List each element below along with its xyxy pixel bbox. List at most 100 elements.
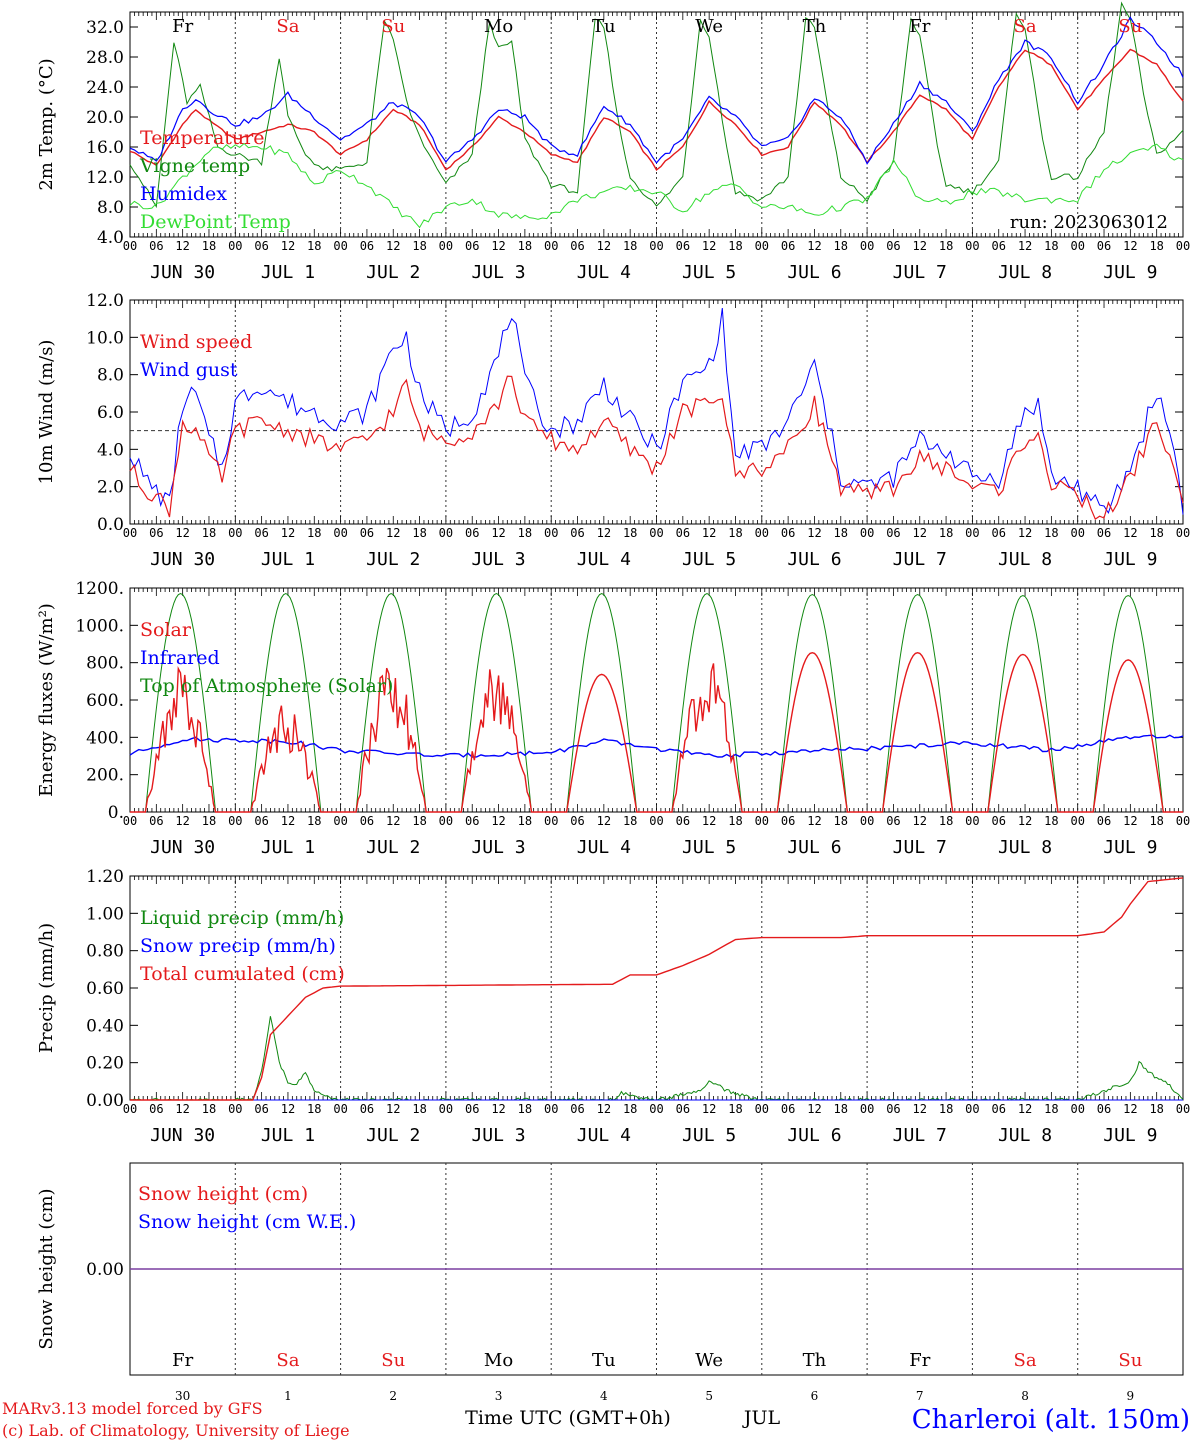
x-tick-label: 12 — [597, 239, 611, 253]
x-tick-label: 00 — [755, 526, 769, 540]
day-label: JUL 8 — [998, 262, 1052, 283]
x-tick-label: 00 — [860, 239, 874, 253]
day-label: JUL 2 — [366, 262, 420, 283]
weekday-label: Fr — [909, 16, 930, 37]
day-label: JUL 5 — [682, 549, 736, 570]
legend-entry: Vigne temp — [139, 155, 250, 177]
x-tick-label: 06 — [1097, 239, 1111, 253]
x-tick-label: 18 — [623, 1102, 637, 1116]
day-label: JUL 4 — [577, 549, 631, 570]
series-solar — [130, 651, 1183, 813]
legend-entry: Top of Atmosphere (Solar) — [140, 675, 393, 697]
panel-4: 00 06 12 18 00 06 12 18 00 06 12 18 00 06 12 18 00 06 12 18… — [36, 867, 1190, 1146]
station-name: Charleroi (alt. 150m) — [912, 1405, 1190, 1435]
x-tick-label: 00 — [123, 239, 137, 253]
day-label: JUL 5 — [682, 837, 736, 858]
x-tick-label: 12 — [175, 239, 189, 253]
day-label: JUL 7 — [893, 837, 947, 858]
x-tick-label: 18 — [518, 526, 532, 540]
x-tick-label: 18 — [834, 526, 848, 540]
series-vigne-temp — [129, 1, 1184, 209]
x-tick-label: 18 — [202, 239, 216, 253]
x-tick-label: 18 — [939, 239, 953, 253]
x-tick-label: 00 — [544, 1102, 558, 1116]
x-tick-label: 12 — [702, 814, 716, 828]
day-label: JUL 7 — [893, 262, 947, 283]
x-tick-label: 00 — [439, 1102, 453, 1116]
day-label: JUL 9 — [1103, 837, 1157, 858]
y-axis-label: 10m Wind (m/s) — [36, 340, 57, 485]
day-label: JUL 4 — [577, 837, 631, 858]
x-tick-label: 00 — [649, 239, 663, 253]
x-tick-label: 12 — [1018, 1102, 1032, 1116]
legend-entry: Solar — [140, 619, 192, 641]
x-tick-label: 12 — [175, 526, 189, 540]
day-label: JUL 1 — [261, 837, 315, 858]
x-tick-label: 00 — [649, 814, 663, 828]
month-label: JUL — [742, 1407, 781, 1429]
y-tick-label: 8.0 — [97, 198, 124, 218]
x-tick-label: 12 — [913, 526, 927, 540]
day-label: JUL 6 — [787, 262, 841, 283]
y-tick-label: 400. — [86, 728, 124, 748]
x-tick-label: 00 — [965, 1102, 979, 1116]
series-total-cumulated-cm- — [130, 877, 1184, 1101]
x-tick-label: 18 — [623, 239, 637, 253]
x-tick-label: 06 — [991, 814, 1005, 828]
x-tick-label: 06 — [149, 1102, 163, 1116]
x-tick-label: 12 — [807, 239, 821, 253]
y-tick-label: 24.0 — [86, 78, 124, 98]
y-tick-label: 0.00 — [86, 1091, 124, 1111]
x-tick-label: 00 — [755, 814, 769, 828]
x-tick-label: 12 — [1018, 239, 1032, 253]
day-number: 30 — [175, 1389, 190, 1403]
day-label: JUL 9 — [1103, 549, 1157, 570]
x-tick-label: 00 — [333, 814, 347, 828]
x-tick-label: 12 — [281, 239, 295, 253]
weekday-label: We — [695, 16, 723, 37]
x-tick-label: 12 — [702, 239, 716, 253]
x-tick-label: 00 — [860, 526, 874, 540]
x-tick-label: 18 — [518, 239, 532, 253]
legend-entry: DewPoint Temp — [140, 211, 291, 233]
x-tick-label: 12 — [386, 526, 400, 540]
x-axis-title: Time UTC (GMT+0h) — [465, 1407, 671, 1429]
day-label: JUL 1 — [261, 549, 315, 570]
x-tick-label: 18 — [202, 526, 216, 540]
x-tick-label: 18 — [1044, 1102, 1058, 1116]
x-tick-label: 12 — [386, 239, 400, 253]
panel-1: 00 06 12 18 00 06 12 18 00 06 12 18 00 06 12 18 00 06 12 18… — [36, 1, 1190, 283]
y-tick-label: 0. — [108, 803, 124, 823]
x-tick-label: 06 — [149, 814, 163, 828]
x-tick-label: 12 — [597, 526, 611, 540]
legend-entry: Infrared — [140, 647, 220, 669]
x-tick-label: 18 — [307, 1102, 321, 1116]
x-tick-label: 06 — [781, 1102, 795, 1116]
x-tick-label: 06 — [465, 814, 479, 828]
x-tick-label: 00 — [333, 526, 347, 540]
x-tick-label: 00 — [1176, 239, 1190, 253]
x-tick-label: 00 — [439, 239, 453, 253]
y-tick-label: 4.0 — [97, 440, 124, 460]
legend-entry: Wind gust — [140, 359, 238, 381]
x-tick-label: 12 — [1123, 239, 1137, 253]
x-tick-label: 00 — [860, 1102, 874, 1116]
x-tick-label: 18 — [834, 239, 848, 253]
x-tick-label: 18 — [412, 814, 426, 828]
x-tick-label: 06 — [1097, 1102, 1111, 1116]
panel-5: 0.00 Snow height (cm) Snow height (cm) Snow… — [36, 1162, 1184, 1403]
weekday-label: Tu — [592, 16, 616, 37]
day-label: JUN 30 — [150, 262, 215, 283]
x-tick-label: 06 — [254, 239, 268, 253]
panel-2: 00 06 12 18 00 06 12 18 00 06 12 18 00 06 12 18 00 06 12 18… — [36, 291, 1190, 570]
x-tick-label: 00 — [333, 1102, 347, 1116]
day-label: JUL 9 — [1103, 1125, 1157, 1146]
day-label: JUN 30 — [150, 1125, 215, 1146]
y-tick-label: 6.0 — [97, 403, 124, 423]
x-tick-label: 12 — [491, 1102, 505, 1116]
x-tick-label: 00 — [333, 239, 347, 253]
x-tick-label: 18 — [412, 526, 426, 540]
day-label: JUL 3 — [471, 549, 525, 570]
y-tick-label: 1.20 — [86, 867, 124, 887]
